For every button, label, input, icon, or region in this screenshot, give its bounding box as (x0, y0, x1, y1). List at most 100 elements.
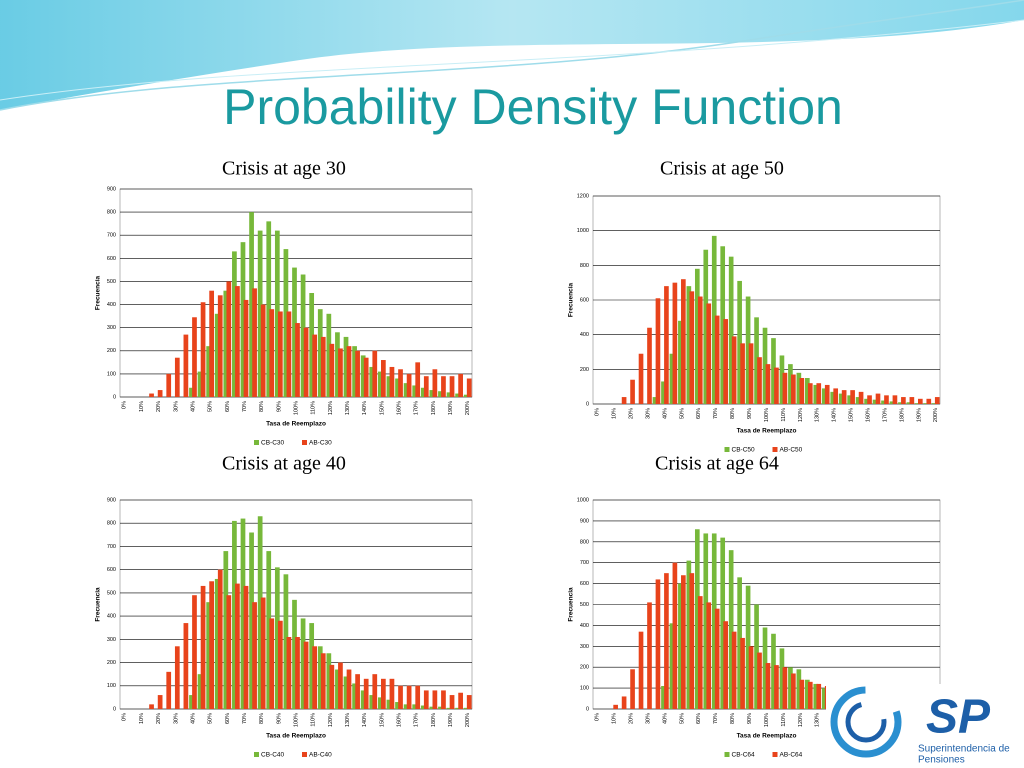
bar (463, 707, 469, 709)
bar (889, 401, 895, 404)
x-tick-label: 40% (662, 408, 668, 419)
x-tick-label: 40% (190, 401, 196, 412)
bar (303, 641, 309, 709)
bar (415, 685, 421, 709)
bar (647, 602, 652, 709)
bar (363, 678, 369, 709)
bar (157, 390, 163, 397)
bar (901, 397, 906, 404)
bar (377, 697, 383, 709)
x-tick-label: 190% (448, 713, 454, 727)
bar (669, 353, 675, 404)
bar (621, 696, 627, 709)
x-tick-label: 180% (431, 713, 437, 727)
bar (209, 290, 215, 397)
bar (923, 403, 929, 404)
x-tick-label: 100% (293, 401, 299, 415)
legend-swatch (254, 440, 259, 445)
bar (252, 602, 257, 709)
bar (197, 371, 203, 397)
bar (788, 364, 793, 404)
bar (406, 685, 412, 709)
x-tick-label: 90% (276, 713, 282, 724)
bar (192, 595, 197, 709)
bar (449, 376, 455, 397)
bar (446, 392, 452, 397)
x-tick-label: 200% (933, 408, 939, 422)
bar (455, 707, 460, 709)
y-tick-label: 700 (107, 233, 116, 239)
y-tick-label: 700 (580, 560, 589, 566)
bar (157, 695, 163, 709)
bar (771, 338, 776, 404)
bar (389, 678, 395, 709)
chart: Crisis at age 30 0 100 200 300 400 500 600 700 80… (95, 158, 473, 447)
bar (398, 685, 403, 709)
y-tick-label: 100 (580, 686, 589, 692)
bar (372, 674, 378, 709)
bar (226, 281, 232, 397)
legend-label: CB-C50 (732, 447, 756, 454)
bar (166, 373, 172, 397)
y-tick-label: 500 (107, 590, 116, 596)
bar (429, 390, 435, 397)
bar (274, 567, 280, 709)
x-tick-label: 140% (362, 401, 368, 415)
bar (352, 683, 357, 709)
bar (295, 323, 300, 397)
bar (858, 391, 864, 404)
bar (807, 681, 813, 709)
x-tick-label: 130% (345, 713, 351, 727)
bar (774, 367, 779, 404)
bar (813, 384, 819, 404)
legend-swatch (772, 447, 778, 452)
x-tick-label: 110% (781, 408, 787, 422)
x-tick-label: 20% (629, 713, 635, 724)
bar (838, 393, 844, 404)
chart: Crisis at age 40 0 100 200 300 400 500 600 700 80… (95, 453, 473, 759)
bar (403, 704, 409, 709)
bar (630, 379, 635, 404)
x-tick-label: 150% (849, 408, 855, 422)
legend-label: AB-C50 (780, 447, 803, 454)
x-tick-label: 90% (276, 401, 282, 412)
x-tick-label: 50% (208, 713, 214, 724)
bar (740, 343, 745, 404)
bar (300, 274, 306, 397)
bar (664, 573, 669, 709)
bar (320, 336, 326, 397)
y-tick-label: 600 (580, 297, 589, 303)
y-tick-label: 400 (107, 614, 116, 620)
y-tick-label: 100 (107, 683, 116, 689)
bar (292, 267, 297, 397)
bar (466, 695, 472, 709)
bar (799, 378, 805, 404)
x-tick-label: 70% (242, 401, 248, 412)
x-tick-label: 160% (396, 713, 402, 727)
bar (360, 355, 366, 397)
x-axis-label: Tasa de Reemplazo (737, 428, 797, 435)
x-tick-label: 130% (815, 713, 821, 727)
y-tick-label: 1000 (577, 497, 589, 503)
x-axis-label: Tasa de Reemplazo (266, 733, 326, 740)
x-tick-label: 30% (173, 401, 179, 412)
bar (892, 395, 898, 404)
x-tick-label: 120% (328, 713, 334, 727)
y-tick-label: 900 (107, 186, 116, 192)
x-tick-label: 140% (362, 713, 368, 727)
bar (782, 667, 788, 709)
bar (200, 585, 206, 709)
bar (703, 249, 709, 404)
bar (240, 518, 246, 709)
bar (380, 360, 386, 397)
x-tick-label: 190% (916, 408, 922, 422)
x-tick-label: 20% (156, 713, 162, 724)
bar (300, 618, 306, 709)
bar (303, 327, 309, 397)
bar (934, 397, 940, 404)
bar (235, 583, 240, 709)
bar (295, 637, 300, 709)
logo: SP Superintendencia de Pensiones (826, 684, 1024, 768)
bar (206, 602, 212, 709)
bar (309, 623, 315, 709)
